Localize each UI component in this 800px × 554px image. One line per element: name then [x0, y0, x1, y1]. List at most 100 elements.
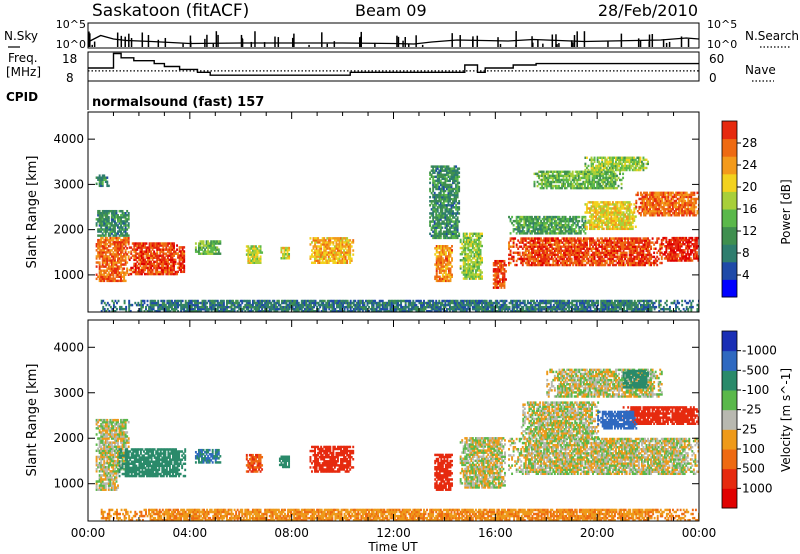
heatmap-cell [139, 268, 142, 272]
heatmap-cell [497, 268, 500, 271]
heatmap-cell [462, 232, 465, 236]
heatmap-cell [650, 191, 653, 195]
heatmap-cell [557, 174, 560, 178]
heatmap-cell [120, 240, 123, 244]
heatmap-cell [344, 241, 347, 244]
heatmap-cell [546, 237, 549, 240]
heatmap-cell [585, 172, 588, 176]
heatmap-cell [217, 250, 220, 253]
heatmap-cell [140, 248, 143, 251]
heatmap-cell [657, 237, 660, 240]
heatmap-cell [610, 245, 613, 248]
heatmap-cell [628, 203, 631, 206]
heatmap-cell [586, 174, 589, 178]
heatmap-cell [97, 220, 100, 223]
heatmap-cell [333, 261, 336, 264]
heatmap-cell [501, 264, 504, 267]
heatmap-cell [121, 232, 124, 235]
heatmap-cell [103, 228, 106, 231]
heatmap-cell [441, 263, 444, 266]
heatmap-cell [157, 264, 160, 268]
heatmap-cell [638, 205, 641, 209]
heatmap-cell [110, 269, 113, 272]
heatmap-cell [338, 257, 341, 260]
heatmap-cell [495, 286, 498, 289]
heatmap-cell [213, 244, 216, 247]
heatmap-cell [622, 237, 625, 240]
heatmap-cell [598, 156, 601, 160]
heatmap-cell [616, 203, 619, 206]
heatmap-cell [589, 243, 591, 246]
heatmap-cell [602, 263, 605, 267]
heatmap-cell [470, 271, 473, 274]
heatmap-cell [624, 203, 627, 206]
heatmap-cell [652, 212, 655, 215]
heatmap-cell [642, 195, 645, 199]
heatmap-cell [492, 262, 495, 265]
heatmap-cell [569, 241, 572, 244]
heatmap-cell [631, 215, 634, 218]
heatmap-cell [570, 217, 573, 221]
heatmap-cell [103, 224, 106, 227]
heatmap-cell [163, 258, 166, 262]
heatmap-cell [631, 243, 634, 246]
heatmap-cell [619, 247, 622, 250]
heatmap-cell [684, 203, 687, 207]
heatmap-cell [579, 241, 582, 244]
heatmap-cell [608, 263, 611, 267]
heatmap-cell [633, 263, 636, 267]
heatmap-cell [174, 262, 177, 266]
heatmap-cell [151, 264, 154, 268]
heatmap-cell [130, 266, 133, 270]
heatmap-cell [517, 239, 520, 242]
heatmap-cell [126, 261, 129, 264]
heatmap-cell [174, 252, 177, 255]
heatmap-cell [110, 267, 113, 270]
heatmap-cell [559, 174, 562, 178]
heatmap-cell [650, 212, 653, 215]
heatmap-cell [324, 259, 327, 262]
heatmap-cell [514, 251, 517, 255]
heatmap-cell [100, 176, 103, 179]
heatmap-cell [694, 201, 697, 205]
heatmap-cell [604, 215, 607, 218]
heatmap-cell [569, 251, 572, 255]
heatmap-cell [582, 221, 585, 225]
heatmap-cell [98, 212, 101, 215]
heatmap-cell [694, 255, 697, 258]
heatmap-cell [587, 237, 590, 240]
heatmap-cell [147, 260, 149, 264]
heatmap-cell [609, 178, 612, 182]
heatmap-cell [621, 221, 624, 224]
heatmap-cell [580, 170, 583, 174]
heatmap-cell [148, 266, 151, 270]
heatmap-cell [311, 253, 313, 256]
heatmap-cell [451, 273, 453, 276]
heatmap-cell [508, 245, 510, 248]
heatmap-cell [570, 228, 573, 231]
heatmap-cell [133, 264, 136, 268]
heatmap-cell [341, 239, 344, 242]
heatmap-cell [100, 255, 103, 258]
heatmap-cell [607, 253, 610, 257]
heatmap-cell [656, 263, 659, 267]
heatmap-cell [173, 242, 175, 245]
heatmap-cell [511, 257, 514, 261]
heatmap-cell [495, 284, 498, 287]
heatmap-cell [597, 182, 600, 186]
heatmap-cell [168, 272, 171, 276]
heatmap-cell [598, 245, 601, 248]
heatmap-cell [435, 263, 438, 266]
heatmap-cell [98, 216, 101, 219]
heatmap-cell [690, 199, 693, 203]
heatmap-cell [335, 239, 338, 242]
heatmap-cell [518, 230, 521, 233]
heatmap-cell [163, 260, 166, 264]
heatmap-cell [596, 172, 599, 176]
heatmap-cell [446, 263, 449, 266]
heatmap-cell [611, 176, 614, 180]
heatmap-cell [336, 245, 339, 248]
heatmap-cell [247, 249, 250, 252]
heatmap-cell [107, 267, 110, 270]
heatmap-cell [101, 182, 104, 186]
